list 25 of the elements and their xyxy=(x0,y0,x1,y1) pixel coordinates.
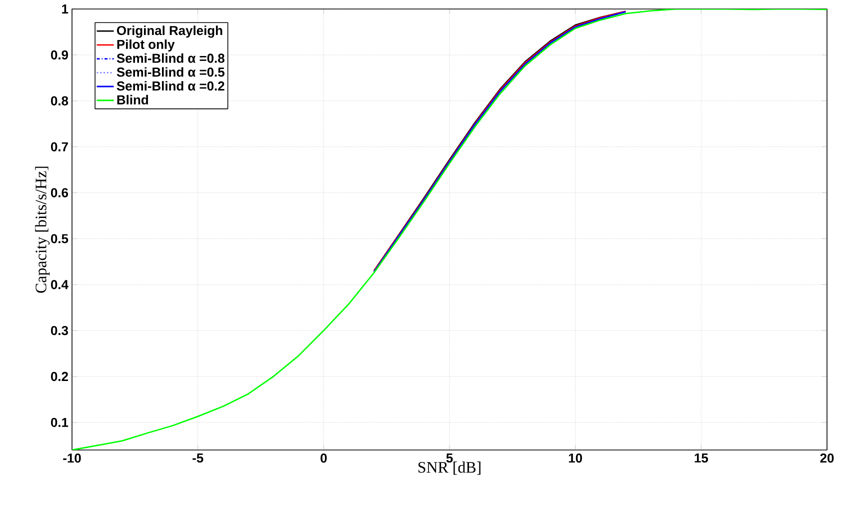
x-axis-title: SNR [dB] xyxy=(418,462,480,475)
x-tick-label: 10 xyxy=(568,454,582,463)
y-tick-label: 0.5 xyxy=(51,234,68,244)
y-tick-label: 0.8 xyxy=(51,96,68,106)
y-tick-label: 0.6 xyxy=(51,188,68,198)
legend-label: Pilot only xyxy=(117,39,175,52)
legend-label: Original Rayleigh xyxy=(116,26,222,38)
legend-label: Blind xyxy=(117,94,148,104)
x-tick-label: 20 xyxy=(820,454,834,463)
x-tick-label: 5 xyxy=(446,454,453,463)
x-tick-label: 15 xyxy=(694,454,708,463)
y-tick-label: 0.2 xyxy=(51,372,68,382)
y-tick-label: 0.1 xyxy=(51,418,68,428)
y-tick-label: 0.4 xyxy=(51,280,68,290)
y-tick-label: 0.3 xyxy=(51,326,68,336)
x-tick-label: -10 xyxy=(63,454,81,463)
legend-label: Semi-Blind α =0.2 xyxy=(116,81,224,91)
x-tick-label: 0 xyxy=(320,454,327,463)
y-tick-label: 0.9 xyxy=(51,50,68,60)
y-tick-label: 1 xyxy=(62,4,68,14)
legend-label: Semi-Blind α =0.8 xyxy=(116,53,224,63)
y-tick-label: 0.7 xyxy=(51,142,68,152)
legend-label: Semi-Blind α =0.5 xyxy=(116,67,224,77)
y-axis-title: Capacity [bits/s/Hz] xyxy=(35,166,50,293)
x-tick-label: -5 xyxy=(192,454,204,463)
